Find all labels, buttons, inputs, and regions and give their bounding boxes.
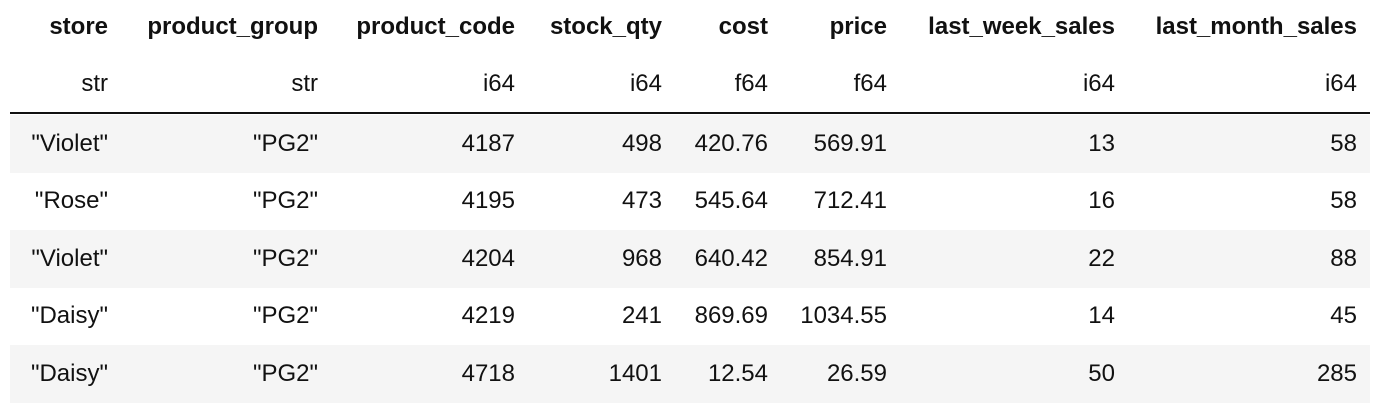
table-cell: 13 [1088, 129, 1115, 157]
column-dtype: i64 [629, 70, 662, 97]
column-header: cost [718, 13, 768, 40]
table-cell: 4204 [461, 244, 515, 272]
table-cell: 50 [1088, 359, 1115, 387]
column-header: price [829, 13, 887, 40]
header-rule [10, 112, 1370, 114]
table-cell: 4187 [461, 129, 515, 157]
table-cell: 14 [1088, 302, 1115, 330]
table-cell: "PG2" [252, 359, 318, 387]
column-header: last_month_sales [1155, 13, 1357, 40]
table-cell: 16 [1088, 187, 1115, 215]
table-cell: 473 [621, 187, 662, 215]
table-cell: 869.69 [694, 302, 768, 330]
table-cell: "PG2" [252, 129, 318, 157]
table-cell: 4195 [461, 187, 515, 215]
table-cell: 4718 [461, 359, 515, 387]
column-header: product_code [356, 13, 515, 40]
table-cell: "PG2" [252, 302, 318, 330]
table-cell: 285 [1316, 359, 1357, 387]
table-cell: "Rose" [34, 187, 108, 215]
column-dtype: str [291, 70, 318, 97]
table-cell: "Daisy" [30, 359, 108, 387]
table-cell: 241 [621, 302, 662, 330]
column-dtype: f64 [734, 70, 768, 97]
table-cell: 1034.55 [800, 302, 887, 330]
column-dtype: i64 [482, 70, 515, 97]
table-cell: "Violet" [31, 244, 108, 272]
column-header: store [49, 13, 108, 40]
table-cell: 545.64 [694, 187, 768, 215]
table-cell: 88 [1330, 244, 1357, 272]
column-header: last_week_sales [928, 13, 1115, 40]
table-cell: 498 [621, 129, 662, 157]
table-cell: 58 [1330, 187, 1357, 215]
row-stripe [10, 345, 1370, 403]
table-cell: 1401 [608, 359, 662, 387]
column-dtype: i64 [1324, 70, 1357, 97]
row-stripe [10, 230, 1370, 288]
column-dtype: str [81, 70, 108, 97]
table-cell: 4219 [461, 302, 515, 330]
table-cell: 12.54 [707, 359, 768, 387]
table-cell: 569.91 [813, 129, 887, 157]
table-cell: 854.91 [813, 244, 887, 272]
table-cell: 712.41 [813, 187, 887, 215]
table-cell: 58 [1330, 129, 1357, 157]
table-cell: 420.76 [694, 129, 768, 157]
column-header: stock_qty [549, 13, 662, 40]
table-cell: 26.59 [826, 359, 887, 387]
table-cell: 640.42 [694, 244, 768, 272]
table-cell: "PG2" [252, 187, 318, 215]
table-cell: 45 [1330, 302, 1357, 330]
table-cell: 22 [1088, 244, 1115, 272]
column-dtype: i64 [1082, 70, 1115, 97]
column-header: product_group [147, 13, 318, 40]
column-dtype: f64 [853, 70, 887, 97]
row-stripe [10, 115, 1370, 173]
table-cell: "Violet" [31, 129, 108, 157]
table-cell: "Daisy" [30, 302, 108, 330]
table-cell: 968 [621, 244, 662, 272]
table-cell: "PG2" [252, 244, 318, 272]
